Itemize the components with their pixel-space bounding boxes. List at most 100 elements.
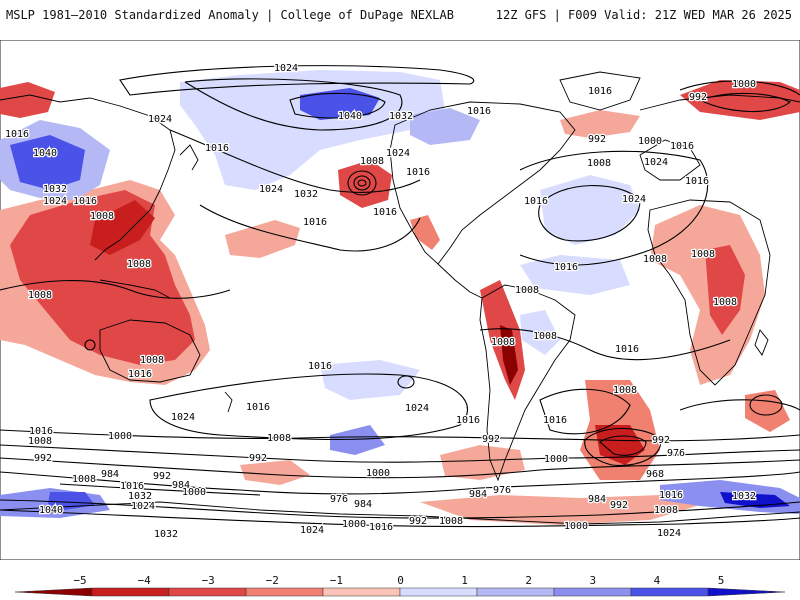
isobar-label: 1016 (670, 141, 694, 152)
isobar-label: 1000 (366, 468, 390, 479)
isobar-label: 984 (172, 480, 190, 491)
pos-anomaly-trop-atlantic (520, 255, 630, 295)
header-bar: MSLP 1981–2010 Standardized Anomaly | Co… (0, 0, 800, 30)
isobar-atlantic-low-ring-2 (599, 435, 647, 456)
colorbar-cell (630, 587, 709, 597)
neg-anomaly-andes-core (500, 325, 518, 385)
isobar-label: 992 (249, 453, 267, 464)
isobar-label: 1024 (171, 412, 195, 423)
isobar-label: 984 (469, 489, 487, 500)
isobar-label: 1032 (154, 529, 178, 540)
isobar-label: 976 (330, 494, 348, 505)
isobar-label: 1024 (657, 528, 681, 539)
isobar-ne-low-2 (698, 92, 791, 113)
pos-anomaly-alaska (410, 108, 480, 145)
isobar-label: 1008 (691, 249, 715, 260)
model-run-info: 12Z GFS | F009 Valid: 21Z WED MAR 26 202… (495, 8, 792, 22)
isobar-label: 984 (588, 494, 606, 505)
isobar-label: 1008 (515, 285, 539, 296)
colorbar-tick-label: 3 (589, 574, 596, 587)
isobar-label: 1032 (43, 184, 67, 195)
isobar-label: 1016 (373, 207, 397, 218)
isobar-label: 1040 (33, 148, 57, 159)
isobar-label: 1016 (554, 262, 578, 273)
isobar-label: 976 (493, 485, 511, 496)
isobar-label: 1008 (267, 433, 291, 444)
isobar-label: 1016 (659, 490, 683, 501)
isobar-label: 1032 (128, 491, 152, 502)
isobar-antarctic-1008 (0, 499, 800, 519)
isobar-label: 1032 (732, 491, 756, 502)
neg-anomaly-africa-east (650, 205, 765, 385)
coast-eurasia (639, 94, 800, 111)
isobar-label: 1000 (182, 487, 206, 498)
isobar-label: 1016 (128, 369, 152, 380)
isobar-label: 1008 (613, 385, 637, 396)
isobar-label: 992 (482, 434, 500, 445)
isobar-pacific-mid (169, 129, 421, 193)
isobar-label: 968 (646, 469, 664, 480)
isobar-label: 1016 (29, 426, 53, 437)
isobar-south-atlantic-high (539, 388, 631, 435)
isobar-southern-992 (0, 457, 800, 479)
coast-new-zealand (224, 391, 233, 413)
isobar-label: 1000 (108, 431, 132, 442)
isobar-label: 984 (101, 469, 119, 480)
isobar-label: 1024 (274, 63, 298, 74)
isobar-bering-ring (289, 92, 386, 119)
coast-africa (647, 199, 771, 386)
coast-central-america (437, 263, 483, 299)
isobar-label: 1016 (615, 344, 639, 355)
isobar-label: 1024 (259, 184, 283, 195)
isobar-label: 1000 (638, 136, 662, 147)
colorbar: −5 −4 −3 −2 −1 0 1 2 3 4 5 (14, 574, 786, 597)
isobar-label: 1016 (5, 129, 29, 140)
isobar-label: 1024 (644, 157, 668, 168)
coast-se-asia (94, 189, 161, 261)
isobar-label: 992 (153, 471, 171, 482)
isobar-label: 1024 (148, 114, 172, 125)
isobar-label: 1024 (43, 196, 67, 207)
coast-asia-west (0, 94, 176, 191)
isobar-label: 1024 (300, 525, 324, 536)
isobar-low-ring-2 (353, 175, 371, 191)
coast-madagascar (754, 329, 769, 356)
isobar-aleutian (184, 78, 403, 131)
isobar-label: 1024 (131, 501, 155, 512)
colorbar-ticks: −5 −4 −3 −2 −1 0 1 2 3 4 5 (73, 574, 724, 587)
colorbar-cell (91, 587, 170, 597)
neg-anomaly-southern-pacific (440, 445, 525, 480)
colorbar-cell (476, 587, 555, 597)
neg-anomaly-north-atlantic (560, 110, 640, 138)
colorbar-tick-label: 2 (525, 574, 532, 587)
isobar-label: 1016 (588, 86, 612, 97)
isobar-label: 992 (409, 516, 427, 527)
isobar-label: 1008 (491, 337, 515, 348)
isobar-label: 1008 (72, 474, 96, 485)
isobar-label: 1000 (342, 519, 366, 530)
colorbar-tick-label: 5 (718, 574, 725, 587)
pos-anomaly-mid-atlantic (540, 175, 640, 245)
neg-anomaly-australia-strong (90, 200, 155, 255)
coast-europe (639, 139, 701, 181)
isobar-south-indian-ring (749, 394, 783, 416)
isobar-label: 1016 (73, 196, 97, 207)
isobar-atlantic-high (538, 185, 641, 242)
isobar-label: 1016 (467, 106, 491, 117)
isobar-label: 1008 (439, 516, 463, 527)
isobar-north-high (119, 65, 475, 96)
isobar-tasman-ring (397, 375, 415, 389)
colorbar-cells (14, 587, 786, 597)
colorbar-tick-label: −5 (73, 574, 86, 587)
isobar-label: 1008 (90, 211, 114, 222)
colorbar-tick-label: 1 (461, 574, 468, 587)
isobar-ne-low (679, 80, 800, 96)
neg-anomaly-south-atlantic-core (595, 425, 645, 465)
isobar-label: 1024 (622, 194, 646, 205)
isobar-label: 1008 (713, 297, 737, 308)
colorbar-cell (707, 587, 786, 597)
isobar-label: 1008 (28, 290, 52, 301)
coast-north-america (389, 101, 576, 265)
coast-greenland (559, 71, 641, 111)
isobar-low-ring-3 (357, 179, 367, 187)
